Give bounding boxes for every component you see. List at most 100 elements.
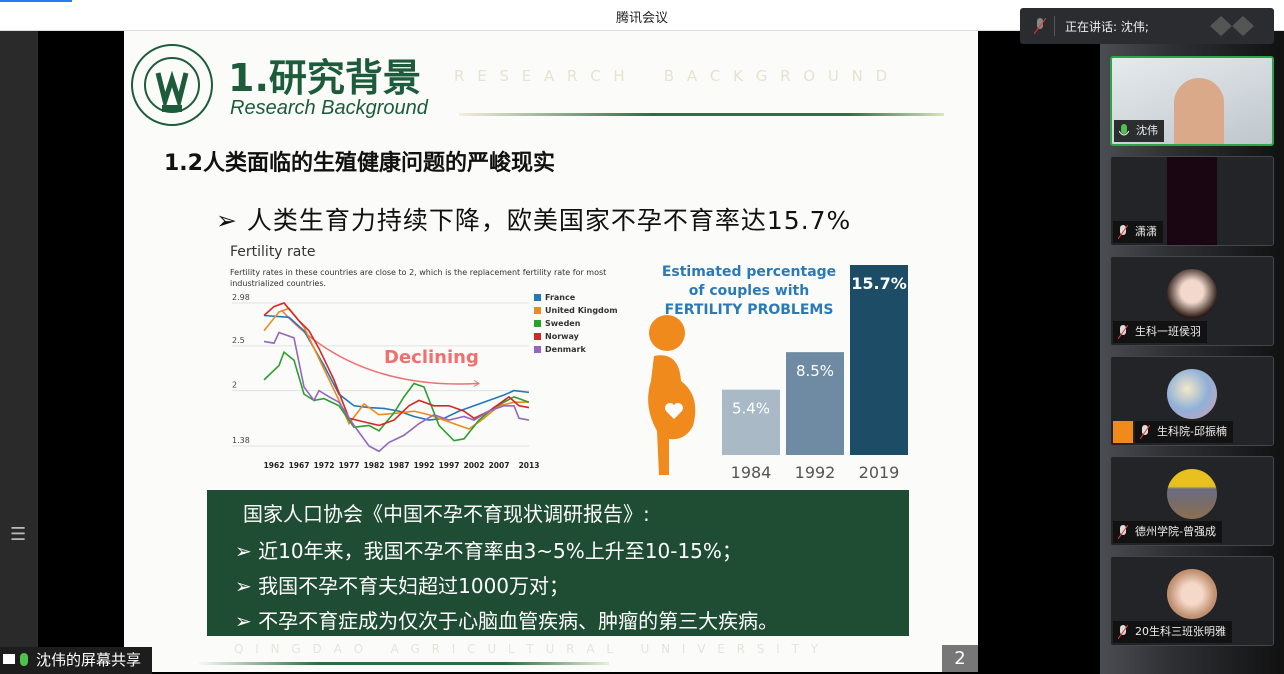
x-tick-label: 2007: [489, 461, 510, 470]
x-tick-label: 2019: [859, 463, 900, 482]
participant-name: 德州学院-曾强成: [1135, 525, 1216, 538]
list-icon[interactable]: ☰: [10, 524, 27, 545]
series-line-sweden: [263, 350, 530, 442]
chart-title: Fertility rate: [230, 244, 316, 260]
legend-item: Sweden: [534, 317, 618, 330]
x-tick-label: 1962: [264, 461, 285, 470]
slide-title-cn: 1.研究背景: [228, 56, 421, 100]
bar-value-label: 5.4%: [732, 400, 770, 418]
x-tick-label: 1977: [339, 461, 360, 470]
section-subtitle: 1.2人类面临的生殖健康问题的严峻现实: [164, 151, 555, 176]
x-tick-label: 2013: [519, 461, 540, 470]
university-logo: [131, 44, 213, 126]
x-tick-label: 1997: [439, 461, 460, 470]
x-tick-label: 1992: [414, 461, 435, 470]
key-bullet: ➢ 人类生育力持续下降，欧美国家不孕不育率达15.7%: [216, 206, 852, 235]
report-item: ➢ 我国不孕不育夫妇超过1000万对；: [235, 574, 570, 598]
y-tick-label: 1.38: [232, 436, 250, 445]
app-title: 腾讯会议: [615, 11, 668, 26]
footer-rule: [194, 662, 609, 665]
participant-name: 生科院-邱振楠: [1157, 425, 1227, 438]
pregnant-woman-icon: [648, 315, 696, 475]
bar-value-label: 8.5%: [796, 362, 834, 380]
x-tick-label: 1987: [389, 461, 410, 470]
bar-value-label: 15.7%: [851, 274, 907, 293]
participant-name: 潇潇: [1135, 225, 1157, 238]
mic-muted-icon: [1034, 18, 1046, 34]
slide-title-en: Research Background: [230, 97, 428, 119]
legend-item: Norway: [534, 330, 618, 343]
x-tick-label: 1967: [289, 461, 310, 470]
monitor-icon: [3, 654, 15, 664]
speaking-indicator: 正在讲话: 沈伟;: [1020, 8, 1274, 44]
x-tick-label: 2002: [464, 461, 485, 470]
legend-item: United Kingdom: [534, 304, 618, 317]
footer-watermark: Q I N G D A O A G R I C U L T U R A L U …: [234, 642, 823, 656]
series-line-france: [263, 314, 530, 421]
participant-tile-speaker[interactable]: 沈伟: [1110, 56, 1274, 146]
video-feed: [1174, 78, 1224, 144]
participant-tile[interactable]: 20生科三班张明雅: [1110, 556, 1274, 646]
participant-tile[interactable]: 德州学院-曾强成: [1110, 456, 1274, 546]
legend-item: Denmark: [534, 343, 618, 356]
x-tick-label: 1992: [795, 463, 836, 482]
legend-swatch: [534, 346, 541, 353]
mic-muted-icon: [1118, 625, 1128, 639]
avatar: [1167, 469, 1217, 519]
active-indicator: [0, 0, 72, 2]
host-badge-icon: [1113, 421, 1133, 443]
participant-tile[interactable]: 潇潇: [1110, 156, 1274, 246]
screen-share-label: 沈伟的屏幕共享: [0, 647, 152, 674]
chart-annotation: Declining: [384, 347, 479, 368]
chart-subtitle: Fertility rates in these countries are c…: [230, 268, 607, 288]
y-tick-label: 2: [232, 381, 237, 390]
speaking-label: 正在讲话: 沈伟;: [1065, 20, 1149, 34]
legend-item: France: [534, 291, 618, 304]
tencent-meeting-logo: [1210, 16, 1254, 36]
mic-muted-icon: [1118, 325, 1128, 339]
report-box: 国家人口协会《中国不孕不育现状调研报告》: ➢ 近10年来，我国不孕不育率由3~…: [207, 490, 909, 636]
fertility-line-chart: 2.98 2.5 2 1.38 1962 1967 1972 1977 1982 1987 1992…: [232, 293, 540, 470]
series-line-united-kingdom: [263, 307, 529, 430]
report-heading: 国家人口协会《中国不孕不育现状调研报告》:: [243, 502, 650, 526]
bar-1984: [722, 389, 780, 455]
fertility-problems-bar-chart: 5.4% 1984 8.5% 1992 15.7% 2019: [722, 265, 908, 482]
x-tick-label: 1984: [731, 463, 772, 482]
header-watermark: R E S E A R C H B A C K G R O U N D: [454, 67, 892, 85]
video-feed: [1167, 157, 1217, 245]
shared-slide: 1.研究背景 Research Background R E S E A R C…: [124, 31, 978, 672]
y-tick-label: 2.5: [232, 336, 245, 345]
mic-muted-icon: [1118, 225, 1128, 239]
x-tick-label: 1982: [364, 461, 385, 470]
avatar: [1167, 269, 1217, 319]
mic-muted-icon: [1118, 525, 1128, 539]
participant-name: 生科一班侯羽: [1135, 325, 1201, 338]
participant-tile[interactable]: 生科院-邱振楠: [1110, 356, 1274, 446]
mic-muted-icon: [1140, 425, 1150, 439]
series-line-norway: [263, 302, 530, 427]
participant-name: 沈伟: [1136, 124, 1158, 137]
page-number: 2: [942, 645, 978, 672]
header-rule: [459, 113, 944, 116]
x-tick-label: 1972: [314, 461, 335, 470]
participant-name: 20生科三班张明雅: [1135, 625, 1226, 638]
bar-chart-title: Estimated percentage of couples with FER…: [661, 264, 837, 318]
legend-swatch: [534, 294, 541, 301]
bar-2019: [850, 265, 908, 455]
arrow-head: [473, 380, 480, 387]
avatar: [1167, 569, 1217, 619]
avatar: [1167, 369, 1217, 419]
report-item: ➢ 不孕不育症成为仅次于心脑血管疾病、肿瘤的第三大疾病。: [235, 609, 779, 633]
mic-on-icon: [20, 653, 28, 666]
legend-swatch: [534, 307, 541, 314]
mic-on-icon: [1119, 124, 1129, 136]
bar-1992: [786, 352, 844, 455]
left-toolbar: ☰: [0, 31, 38, 674]
declining-arrow: [280, 309, 480, 385]
legend-swatch: [534, 320, 541, 327]
y-tick-label: 2.98: [232, 293, 250, 302]
series-line-denmark: [263, 331, 530, 453]
participant-tile[interactable]: 生科一班侯羽: [1110, 256, 1274, 346]
legend-swatch: [534, 333, 541, 340]
chart-legend: France United Kingdom Sweden Norway Denmark: [534, 291, 618, 356]
